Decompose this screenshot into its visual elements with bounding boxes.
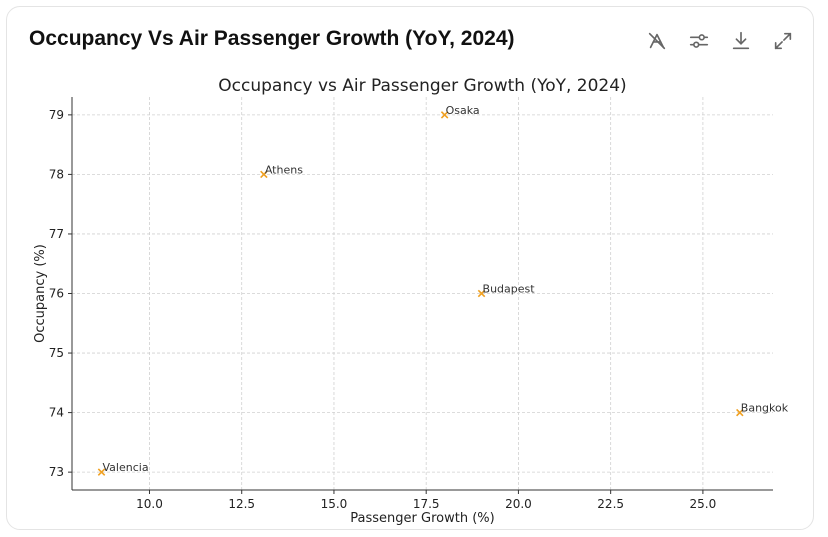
x-tick-label: 17.5 — [413, 497, 440, 511]
no-signal-icon — [648, 32, 666, 50]
y-tick-label: 74 — [49, 406, 64, 420]
point-label: Osaka — [446, 104, 480, 117]
download-button[interactable] — [729, 29, 753, 53]
download-icon — [732, 31, 750, 50]
y-axis-title: Occupancy (%) — [33, 244, 48, 343]
data-points: Osaka Athens Budapest Bangkok Valencia — [97, 104, 789, 476]
point-label: Bangkok — [741, 402, 789, 415]
hide-labels-button[interactable] — [645, 29, 669, 53]
chart-toolbar — [645, 29, 795, 53]
x-marker — [97, 468, 106, 476]
x-tick-label: 22.5 — [597, 497, 624, 511]
y-axis-ticks: 73 74 75 76 77 78 79 — [49, 108, 72, 479]
expand-button[interactable] — [771, 29, 795, 53]
y-tick-label: 75 — [49, 346, 64, 360]
grid — [72, 97, 773, 490]
data-point: Valencia — [97, 461, 149, 476]
settings-button[interactable] — [687, 29, 711, 53]
sliders-icon — [689, 34, 709, 48]
data-point: Budapest — [477, 283, 536, 298]
x-tick-label: 12.5 — [228, 497, 255, 511]
point-label: Budapest — [483, 283, 536, 296]
chart-card: Occupancy Vs Air Passenger Growth (YoY, … — [6, 6, 814, 530]
x-axis-title: Passenger Growth (%) — [350, 511, 494, 526]
y-tick-label: 76 — [49, 287, 64, 301]
card-title: Occupancy Vs Air Passenger Growth (YoY, … — [29, 27, 515, 50]
y-tick-label: 73 — [49, 465, 64, 479]
data-point: Bangkok — [736, 402, 789, 417]
x-tick-label: 25.0 — [690, 497, 717, 511]
x-tick-label: 10.0 — [136, 497, 163, 511]
expand-icon — [774, 32, 792, 50]
y-tick-label: 79 — [49, 108, 64, 122]
y-tick-label: 78 — [49, 167, 64, 181]
data-point: Athens — [260, 163, 303, 179]
x-marker — [736, 408, 744, 417]
x-axis-ticks: 10.0 12.5 15.0 17.5 20.0 22.5 25.0 — [136, 490, 716, 511]
point-label: Athens — [265, 163, 303, 176]
point-label: Valencia — [103, 461, 149, 474]
x-marker — [440, 111, 449, 119]
y-tick-label: 77 — [49, 227, 64, 241]
x-marker — [260, 170, 268, 179]
x-marker — [477, 289, 486, 298]
chart-title: Occupancy vs Air Passenger Growth (YoY, … — [218, 76, 626, 96]
data-point: Osaka — [440, 104, 480, 119]
x-tick-label: 15.0 — [321, 497, 348, 511]
x-tick-label: 20.0 — [505, 497, 532, 511]
